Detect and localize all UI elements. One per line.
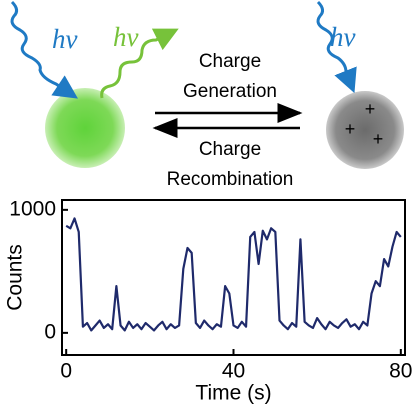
charge: + bbox=[345, 119, 356, 139]
reverse-label: Recombination bbox=[167, 169, 294, 190]
y-tick-label: 0 bbox=[44, 320, 56, 343]
emissive-particle bbox=[45, 88, 125, 168]
photon-label: hν bbox=[52, 24, 78, 54]
plot-frame bbox=[61, 199, 406, 356]
x-tick-label: 40 bbox=[222, 360, 245, 383]
x-axis-label: Time (s) bbox=[195, 382, 271, 405]
y-axis-label: Counts bbox=[4, 244, 27, 311]
y-tick-label: 1000 bbox=[9, 197, 56, 220]
incoming-photon bbox=[10, 0, 78, 99]
forward-label: Generation bbox=[183, 81, 277, 102]
forward-label: Charge bbox=[199, 51, 261, 72]
photon-label: hν bbox=[113, 22, 139, 52]
x-tick-label: 0 bbox=[60, 360, 72, 383]
reverse-label: Charge bbox=[199, 139, 261, 160]
incoming-photon bbox=[316, 0, 357, 94]
trace-line bbox=[65, 217, 402, 332]
emitted-photon bbox=[100, 28, 179, 99]
charged-particle bbox=[326, 91, 404, 169]
charge: + bbox=[365, 99, 376, 119]
x-tick-label: 80 bbox=[389, 360, 412, 383]
photon-label: hν bbox=[330, 22, 356, 52]
charge: + bbox=[373, 129, 384, 149]
time-trace: 0 40 80 0 1000 Time (s) Counts bbox=[4, 197, 413, 404]
